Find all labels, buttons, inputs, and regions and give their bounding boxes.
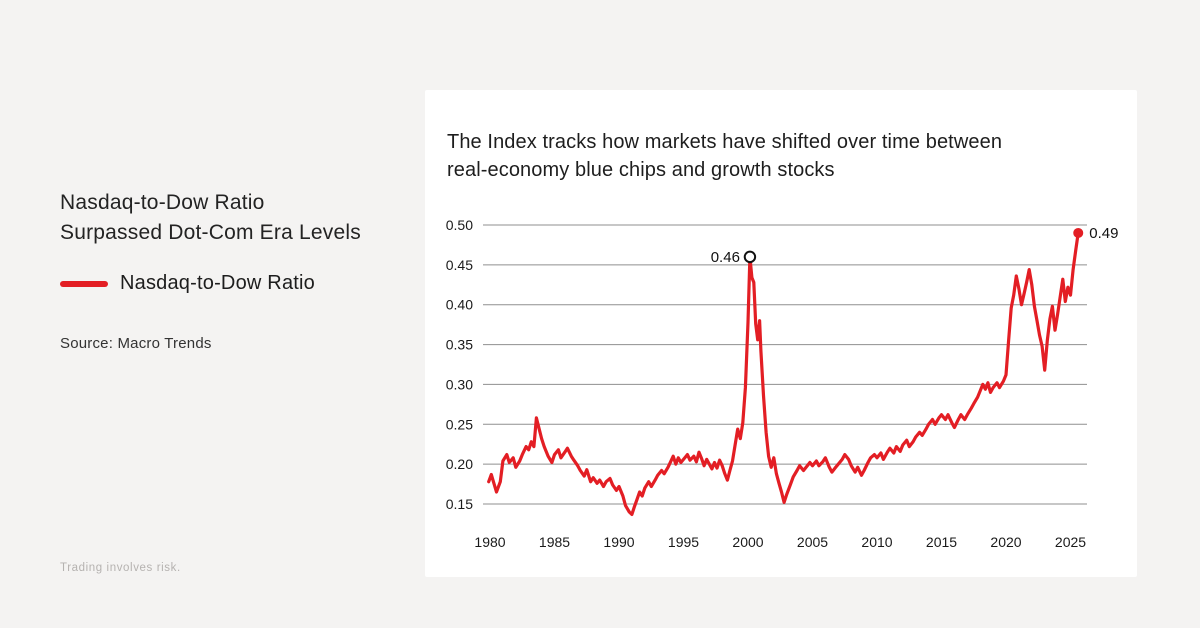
x-tick-label: 2025	[1055, 534, 1086, 550]
x-tick-label: 2015	[926, 534, 957, 550]
x-tick-label: 2020	[990, 534, 1021, 550]
x-tick-label: 1990	[603, 534, 634, 550]
y-tick-label: 0.25	[446, 416, 473, 432]
ratio-line-series	[487, 231, 1080, 516]
page-title-line1: Nasdaq-to-Dow Ratio	[60, 191, 265, 214]
x-tick-label: 2010	[861, 534, 892, 550]
chart-subtitle-line2: real-economy blue chips and growth stock…	[447, 159, 835, 181]
page-title: Nasdaq-to-Dow Ratio Surpassed Dot-Com Er…	[60, 188, 361, 248]
source-note: Source: Macro Trends	[60, 335, 212, 352]
x-tick-label: 1985	[539, 534, 570, 550]
y-tick-label: 0.45	[446, 257, 473, 273]
y-tick-label: 0.15	[446, 496, 473, 512]
latest-value-label: 0.49	[1089, 225, 1118, 242]
y-tick-label: 0.30	[446, 376, 473, 392]
x-tick-label: 2005	[797, 534, 828, 550]
chart-card: The Index tracks how markets have shifte…	[425, 90, 1137, 577]
x-tick-label: 1995	[668, 534, 699, 550]
x-tick-label: 1980	[474, 534, 505, 550]
risk-disclaimer: Trading involves risk.	[60, 562, 181, 574]
ratio-line-chart: 0.50 0.45 0.40 0.35 0.30 0.25 0.20 0.15 1980 1985…	[446, 217, 1119, 550]
dotcom-peak-marker	[743, 250, 757, 264]
y-tick-label: 0.20	[446, 456, 473, 472]
page-title-line2: Surpassed Dot-Com Era Levels	[60, 221, 361, 244]
chart-subtitle-line1: The Index tracks how markets have shifte…	[447, 131, 1003, 153]
y-tick-label: 0.50	[446, 217, 473, 233]
x-tick-label: 2000	[732, 534, 763, 550]
legend: Nasdaq-to-Dow Ratio	[60, 272, 315, 295]
legend-line-swatch	[60, 280, 108, 287]
y-tick-label: 0.40	[446, 297, 473, 313]
chart-subtitle: The Index tracks how markets have shifte…	[447, 128, 1002, 184]
latest-value-marker	[1073, 227, 1084, 238]
dotcom-peak-label: 0.46	[711, 249, 740, 266]
legend-label: Nasdaq-to-Dow Ratio	[120, 272, 315, 294]
y-tick-label: 0.35	[446, 337, 473, 353]
